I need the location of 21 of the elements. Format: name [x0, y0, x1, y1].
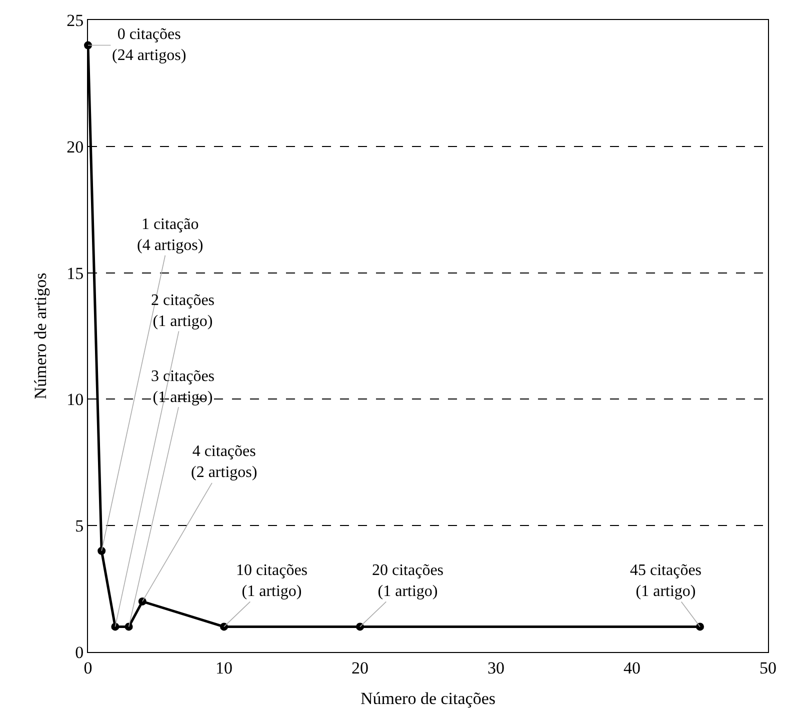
x-tick-label: 30 — [488, 658, 504, 678]
x-axis-title: Número de citações — [360, 688, 496, 708]
y-tick-label: 25 — [66, 10, 84, 30]
annotation: 4 citações (2 artigos) — [191, 443, 258, 481]
y-tick-label: 5 — [75, 516, 84, 536]
x-tick-label: 40 — [624, 658, 640, 678]
annotation: 20 citações (1 artigo) — [372, 562, 444, 600]
annotation: 10 citações (1 artigo) — [236, 562, 308, 600]
annotation: 3 citações (1 artigo) — [151, 368, 215, 406]
y-axis-title: Número de artigos — [31, 272, 50, 400]
y-tick-label: 10 — [66, 390, 84, 410]
y-tick-label: 0 — [75, 642, 84, 662]
annotation: 45 citações (1 artigo) — [630, 562, 702, 600]
annotation: 0 citações (24 artigos) — [112, 26, 186, 64]
x-tick-label: 10 — [216, 658, 232, 678]
y-tick-label: 15 — [66, 264, 84, 283]
y-tick-label: 20 — [66, 137, 84, 156]
annotation: 2 citações (1 artigo) — [151, 292, 215, 330]
annotation: 1 citação (4 artigos) — [137, 216, 204, 254]
x-tick-label: 50 — [760, 658, 776, 678]
x-tick-label: 20 — [352, 658, 368, 678]
